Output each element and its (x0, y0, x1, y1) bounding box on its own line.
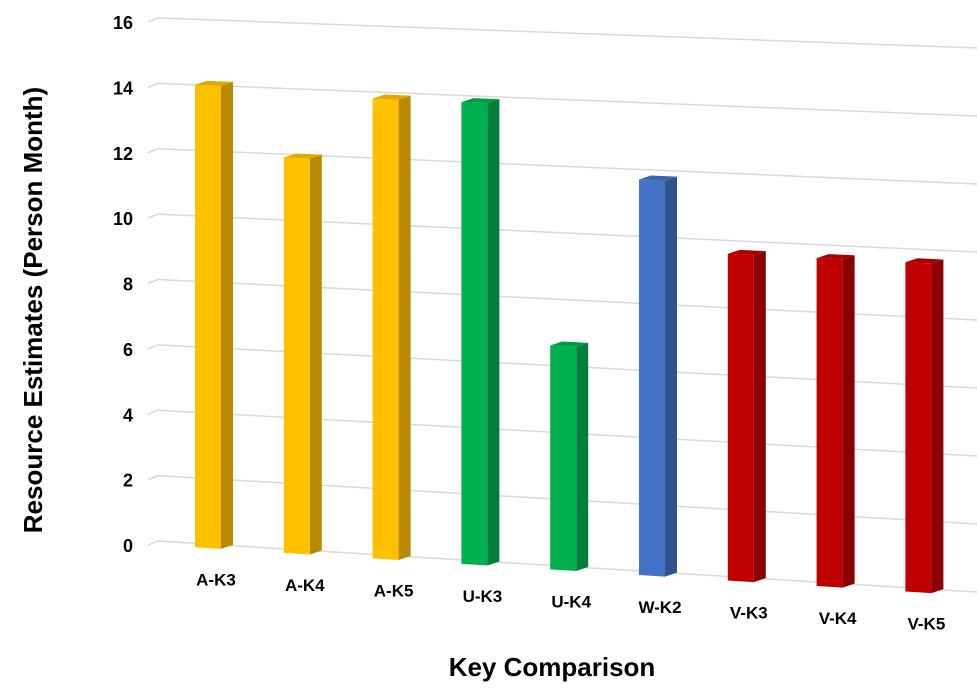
bar-top-face (372, 94, 411, 100)
y-axis-title: Resource Estimates (Person Month) (18, 87, 48, 533)
y-tick-label: 16 (113, 13, 133, 33)
x-category-label: W-K2 (638, 598, 681, 617)
bar-top-face (550, 341, 589, 347)
bar-front-face (195, 84, 221, 549)
bar-v-k3 (727, 249, 766, 583)
bar-top-face (195, 80, 233, 86)
y-tick-label: 8 (123, 275, 133, 295)
y-axis-ticks: 0 2 4 6 8 10 12 14 16 (113, 13, 133, 556)
gridline-tick (147, 540, 159, 546)
gridline-tick (147, 278, 159, 285)
y-tick-label: 14 (113, 78, 133, 98)
bar-w-k2 (639, 175, 677, 577)
x-category-label: A-K3 (196, 570, 236, 589)
bar-top-face (905, 258, 944, 264)
y-tick-label: 0 (123, 536, 133, 556)
x-category-label: V-K3 (730, 603, 768, 622)
bar-v-k4 (816, 254, 855, 588)
gridline (157, 17, 977, 49)
bar-a-k5 (372, 94, 411, 560)
bar-front-face (372, 98, 399, 560)
bar-front-face (639, 179, 665, 577)
bar-side-face (931, 259, 944, 594)
y-tick-label: 6 (123, 340, 133, 360)
bar-front-face (283, 157, 310, 555)
y-tick-label: 10 (113, 209, 133, 229)
bar-a-k3 (195, 80, 233, 549)
bar-u-k4 (550, 341, 589, 572)
x-category-label: U-K3 (463, 587, 503, 606)
bar-a-k4 (283, 153, 322, 555)
bar-top-face (727, 249, 766, 256)
bar-side-face (842, 255, 855, 588)
bar-top-face (283, 153, 322, 159)
gridline-tick (147, 17, 159, 23)
bar-top-face (461, 98, 500, 104)
gridline (157, 148, 977, 185)
bar-side-face (487, 99, 500, 566)
bars (195, 80, 944, 594)
bar-front-face (461, 102, 488, 566)
y-tick-label: 2 (123, 471, 133, 491)
gridline (157, 82, 977, 117)
bar-front-face (816, 258, 843, 588)
bar-side-face (221, 81, 233, 549)
bar-side-face (753, 251, 766, 583)
bar-u-k3 (461, 98, 500, 566)
bar-v-k5 (905, 258, 944, 594)
gridline (157, 213, 977, 253)
bar-side-face (576, 342, 589, 572)
x-category-label: A-K4 (285, 576, 325, 595)
gridline-tick (147, 213, 159, 219)
gridline-tick (147, 474, 159, 481)
bar-front-face (727, 253, 754, 583)
gridline-tick (147, 409, 159, 415)
x-axis-title: Key Comparison (449, 652, 656, 682)
x-axis-category-labels: A-K3 A-K4 A-K5 U-K3 U-K4 W-K2 V-K3 V-K4 V-K5 (196, 570, 945, 633)
y-tick-label: 4 (123, 405, 133, 425)
bar-side-face (309, 154, 322, 555)
gridline-tick (147, 82, 159, 89)
y-tick-label: 12 (113, 144, 133, 164)
x-category-label: V-K4 (819, 609, 857, 628)
x-category-label: A-K5 (374, 581, 414, 600)
bar-front-face (905, 262, 932, 594)
bar-side-face (398, 95, 411, 560)
bar-front-face (550, 345, 577, 572)
gridline-tick (147, 344, 159, 350)
bar-top-face (816, 254, 855, 260)
bar-top-face (639, 175, 677, 181)
gridline-tick (147, 148, 159, 154)
x-category-label: V-K5 (908, 615, 946, 634)
x-category-label: U-K4 (551, 592, 591, 611)
bar-side-face (665, 176, 677, 577)
